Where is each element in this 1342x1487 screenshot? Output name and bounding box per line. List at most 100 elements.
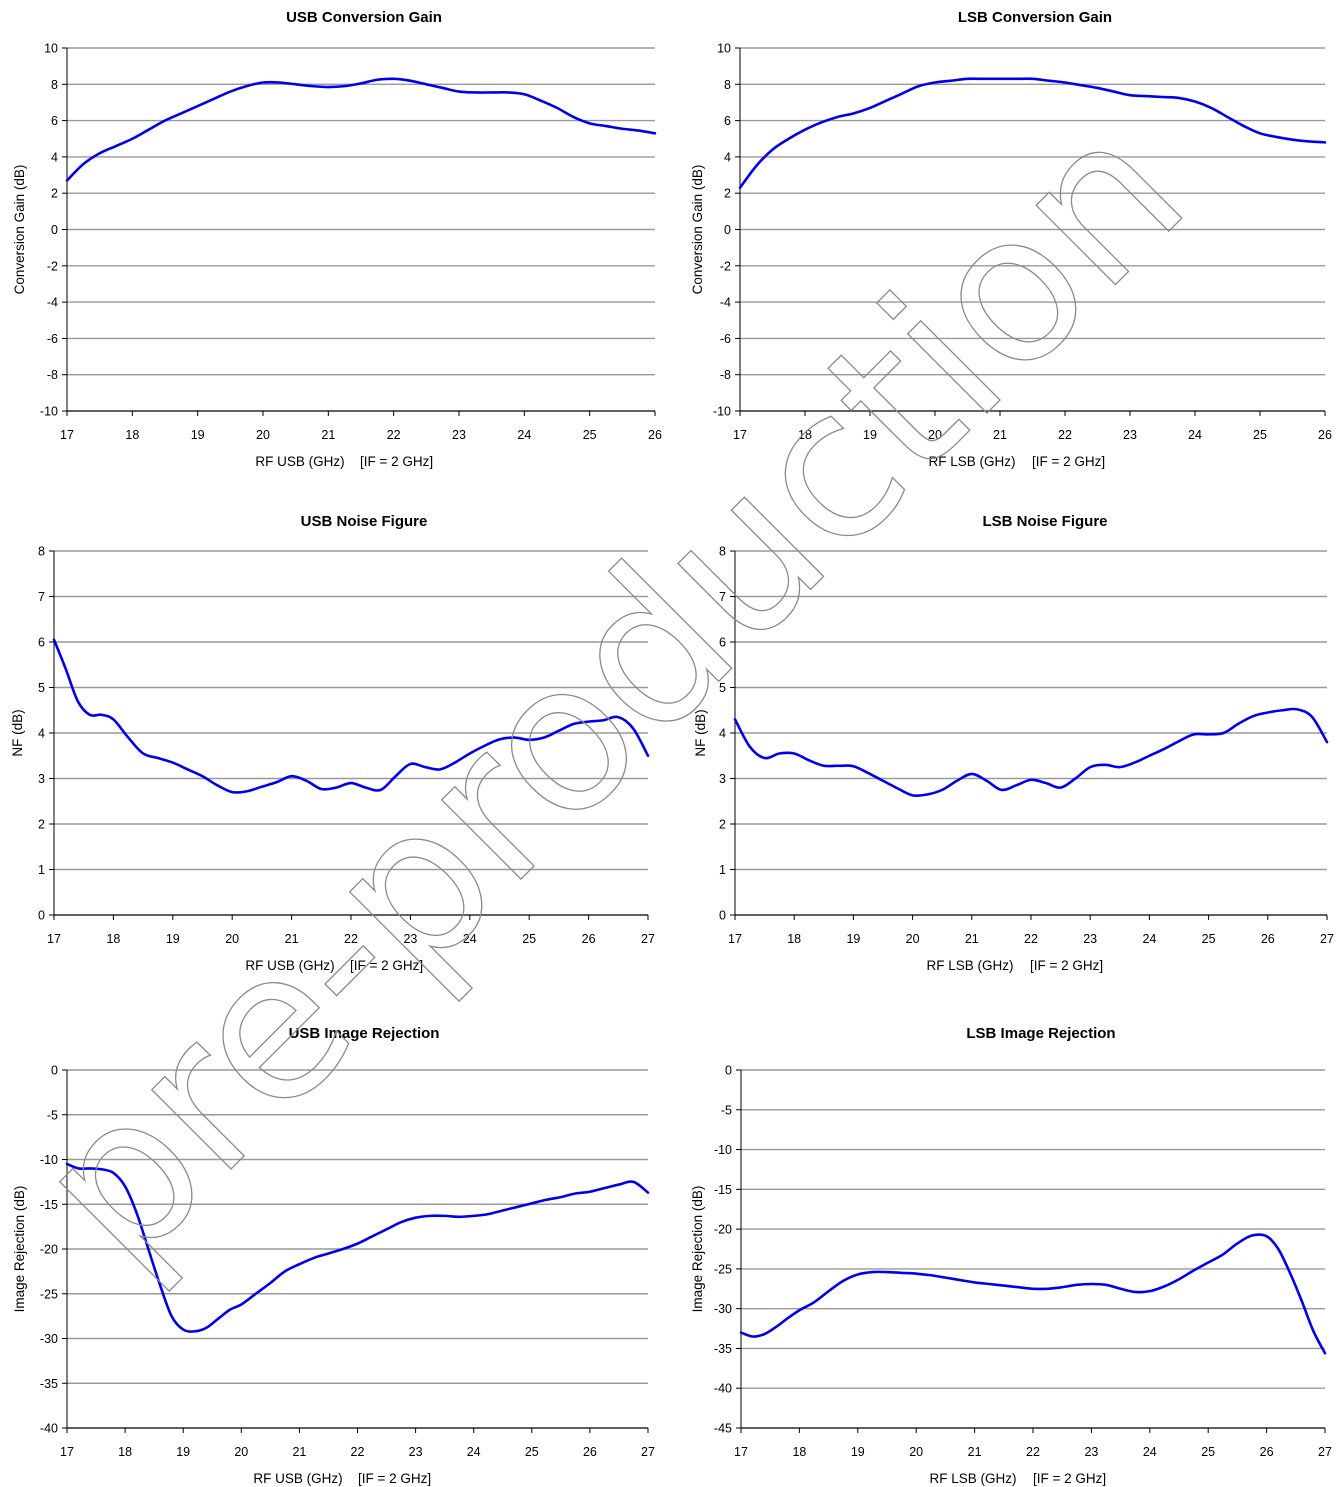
data-point [206,1327,208,1329]
y-tick-label: 0 [719,909,726,923]
data-point [589,123,591,125]
data-point [1162,96,1164,98]
data-point [1163,748,1165,750]
data-point [157,757,159,759]
data-point [469,753,471,755]
data-point [1015,785,1017,787]
x-tick-label: 24 [1143,1445,1157,1459]
data-point [393,78,395,80]
data-point [988,1283,990,1285]
y-tick-label: 4 [724,150,731,164]
data-point [377,79,379,81]
x-tick-label: 27 [641,932,655,946]
data-point [1104,764,1106,766]
data-point [1032,78,1034,80]
y-tick-label: -30 [40,1332,58,1346]
data-point [588,721,590,723]
y-tick-label: -35 [714,1342,732,1356]
data-point [1297,709,1299,711]
data-point [99,152,101,154]
data-point [410,763,412,765]
data-point [171,1315,173,1317]
data-point [299,1263,301,1265]
data-point [1001,789,1003,791]
data-point [930,1274,932,1276]
data-point [647,1192,649,1194]
data-point [603,719,605,721]
x-axis-label-suffix: [IF = 2 GHz] [360,454,433,469]
data-point [941,789,943,791]
x-tick-label: 26 [582,932,596,946]
y-tick-label: -20 [40,1243,58,1257]
y-tick-label: -40 [40,1422,58,1436]
data-point [1292,139,1294,141]
data-point [213,98,215,100]
x-axis-label: RF LSB (GHz) [926,958,1013,973]
data-point [1113,91,1115,93]
data-point [560,1196,562,1198]
data-point [306,780,308,782]
x-tick-label: 27 [641,1445,655,1459]
data-point [1018,1286,1020,1288]
data-point [231,791,233,793]
data-point [217,1318,219,1320]
x-tick-label: 26 [648,428,662,442]
data-point [1301,1300,1303,1302]
x-tick-label: 23 [403,932,417,946]
data-point [101,714,103,716]
x-tick-label: 21 [968,1445,982,1459]
y-tick-label: -8 [720,368,731,382]
x-tick-label: 25 [583,428,597,442]
y-tick-label: 3 [38,772,45,786]
data-point [380,789,382,791]
y-tick-label: -2 [720,259,731,273]
y-tick-label: 5 [719,681,726,695]
y-tick-label: 7 [38,590,45,604]
data-point [589,1191,591,1193]
data-point [1194,101,1196,103]
data-point [246,85,248,87]
x-axis-label: RF USB (GHz) [253,1471,342,1486]
y-tick-label: 1 [719,863,726,877]
data-point [999,78,1001,80]
data-point [915,1273,917,1275]
x-tick-label: 25 [1201,1445,1215,1459]
data-point [1015,78,1017,80]
y-tick-label: -5 [47,1108,58,1122]
data-point [113,719,115,721]
data-point [270,1282,272,1284]
data-point [181,113,183,115]
chart-title: LSB Image Rejection [966,1025,1115,1042]
x-axis-label-suffix: [IF = 2 GHz] [358,1471,431,1486]
chart-title: USB Noise Figure [301,513,428,530]
y-tick-label: -10 [714,1143,732,1157]
y-axis-label: NF (dB) [10,709,25,756]
y-tick-label: -10 [40,405,58,419]
data-point [804,129,806,131]
x-tick-label: 18 [798,428,812,442]
x-tick-label: 21 [993,428,1007,442]
x-tick-label: 25 [1253,428,1267,442]
x-tick-label: 20 [256,428,270,442]
data-point [853,113,855,115]
y-tick-label: -10 [40,1153,58,1167]
y-tick-label: 6 [38,636,45,650]
data-point [575,1193,577,1195]
data-point [546,1199,548,1201]
x-tick-label: 26 [1260,1445,1274,1459]
data-point [1222,1254,1224,1256]
data-point [1266,1235,1268,1237]
data-point [1064,82,1066,84]
data-point [885,100,887,102]
data-point [986,780,988,782]
data-point [1080,84,1082,86]
chart-title: USB Image Rejection [289,1025,440,1042]
series-line [733,707,1329,798]
x-tick-label: 25 [522,932,536,946]
data-point [148,129,150,131]
x-tick-label: 21 [965,932,979,946]
chart-title: LSB Noise Figure [982,513,1107,530]
y-tick-label: -6 [720,332,731,346]
y-tick-label: 6 [719,636,726,650]
data-point [1149,1290,1151,1292]
